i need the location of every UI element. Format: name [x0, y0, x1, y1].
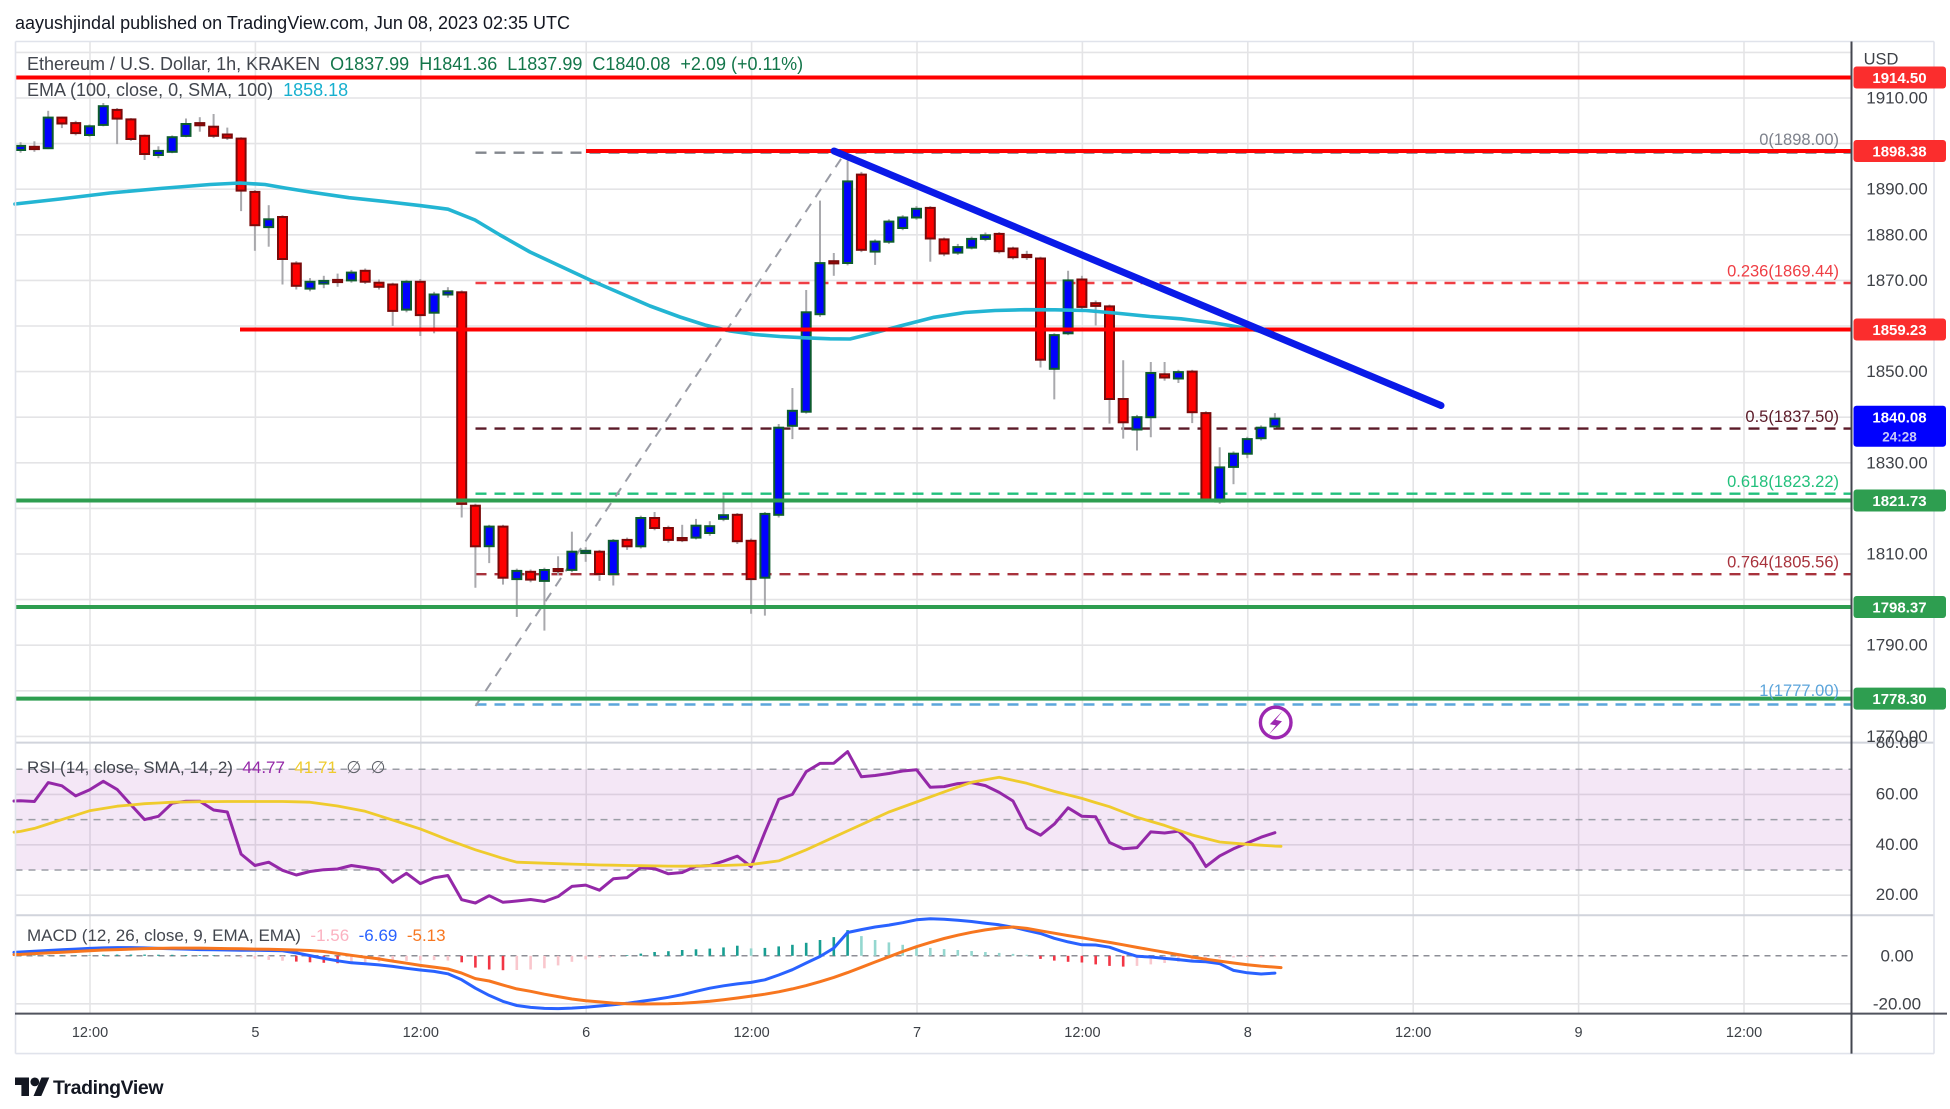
svg-text:1778.30: 1778.30: [1872, 691, 1926, 708]
svg-text:MACD (12, 26, close, 9, EMA, E: MACD (12, 26, close, 9, EMA, EMA) -1.56 …: [27, 926, 446, 945]
svg-text:1910.00: 1910.00: [1866, 89, 1927, 108]
svg-text:20.00: 20.00: [1876, 885, 1919, 904]
svg-text:24:28: 24:28: [1882, 429, 1917, 444]
svg-text:USD: USD: [1864, 51, 1899, 69]
svg-text:1821.73: 1821.73: [1872, 493, 1926, 510]
svg-text:0.618(1823.22): 0.618(1823.22): [1727, 473, 1839, 491]
svg-text:1798.37: 1798.37: [1872, 600, 1926, 617]
svg-text:1859.23: 1859.23: [1872, 322, 1926, 339]
svg-text:12:00: 12:00: [1395, 1025, 1431, 1041]
svg-text:-20.00: -20.00: [1873, 994, 1921, 1013]
svg-text:12:00: 12:00: [1726, 1025, 1762, 1041]
svg-text:TradingView: TradingView: [53, 1077, 164, 1099]
svg-text:8: 8: [1244, 1025, 1252, 1041]
svg-text:Ethereum / U.S. Dollar, 1h, KR: Ethereum / U.S. Dollar, 1h, KRAKEN O1837…: [27, 54, 803, 74]
svg-text:0.764(1805.56): 0.764(1805.56): [1727, 554, 1839, 572]
svg-text:80.00: 80.00: [1876, 733, 1919, 752]
svg-text:1870.00: 1870.00: [1866, 271, 1927, 290]
svg-text:1880.00: 1880.00: [1866, 225, 1927, 244]
svg-text:RSI (14, close, SMA, 14, 2) 4: RSI (14, close, SMA, 14, 2) 44.77 41.71 …: [27, 758, 386, 777]
svg-text:60.00: 60.00: [1876, 784, 1919, 803]
svg-text:0.00: 0.00: [1880, 946, 1913, 965]
svg-text:1840.08: 1840.08: [1872, 409, 1926, 426]
svg-text:12:00: 12:00: [72, 1025, 108, 1041]
svg-text:12:00: 12:00: [1064, 1025, 1100, 1041]
svg-text:EMA (100, close, 0, SMA, 100): EMA (100, close, 0, SMA, 100) 1858.18: [27, 80, 348, 100]
svg-text:aayushjindal published on Trad: aayushjindal published on TradingView.co…: [15, 13, 570, 33]
svg-text:1914.50: 1914.50: [1872, 70, 1926, 87]
svg-text:12:00: 12:00: [403, 1025, 439, 1041]
svg-text:1810.00: 1810.00: [1866, 545, 1927, 564]
svg-text:7: 7: [913, 1025, 921, 1041]
svg-text:0.236(1869.44): 0.236(1869.44): [1727, 263, 1839, 281]
svg-text:6: 6: [582, 1025, 590, 1041]
svg-text:0(1898.00): 0(1898.00): [1759, 131, 1839, 149]
svg-text:9: 9: [1575, 1025, 1583, 1041]
svg-text:0.5(1837.50): 0.5(1837.50): [1745, 408, 1839, 426]
svg-text:12:00: 12:00: [733, 1025, 769, 1041]
svg-text:1898.38: 1898.38: [1872, 144, 1926, 161]
svg-text:1770.00: 1770.00: [1866, 727, 1927, 746]
svg-text:1850.00: 1850.00: [1866, 362, 1927, 381]
svg-text:1(1777.00): 1(1777.00): [1759, 682, 1839, 700]
svg-text:40.00: 40.00: [1876, 835, 1919, 854]
svg-text:1830.00: 1830.00: [1866, 453, 1927, 472]
svg-text:5: 5: [251, 1025, 259, 1041]
svg-text:1790.00: 1790.00: [1866, 636, 1927, 655]
svg-text:1890.00: 1890.00: [1866, 180, 1927, 199]
